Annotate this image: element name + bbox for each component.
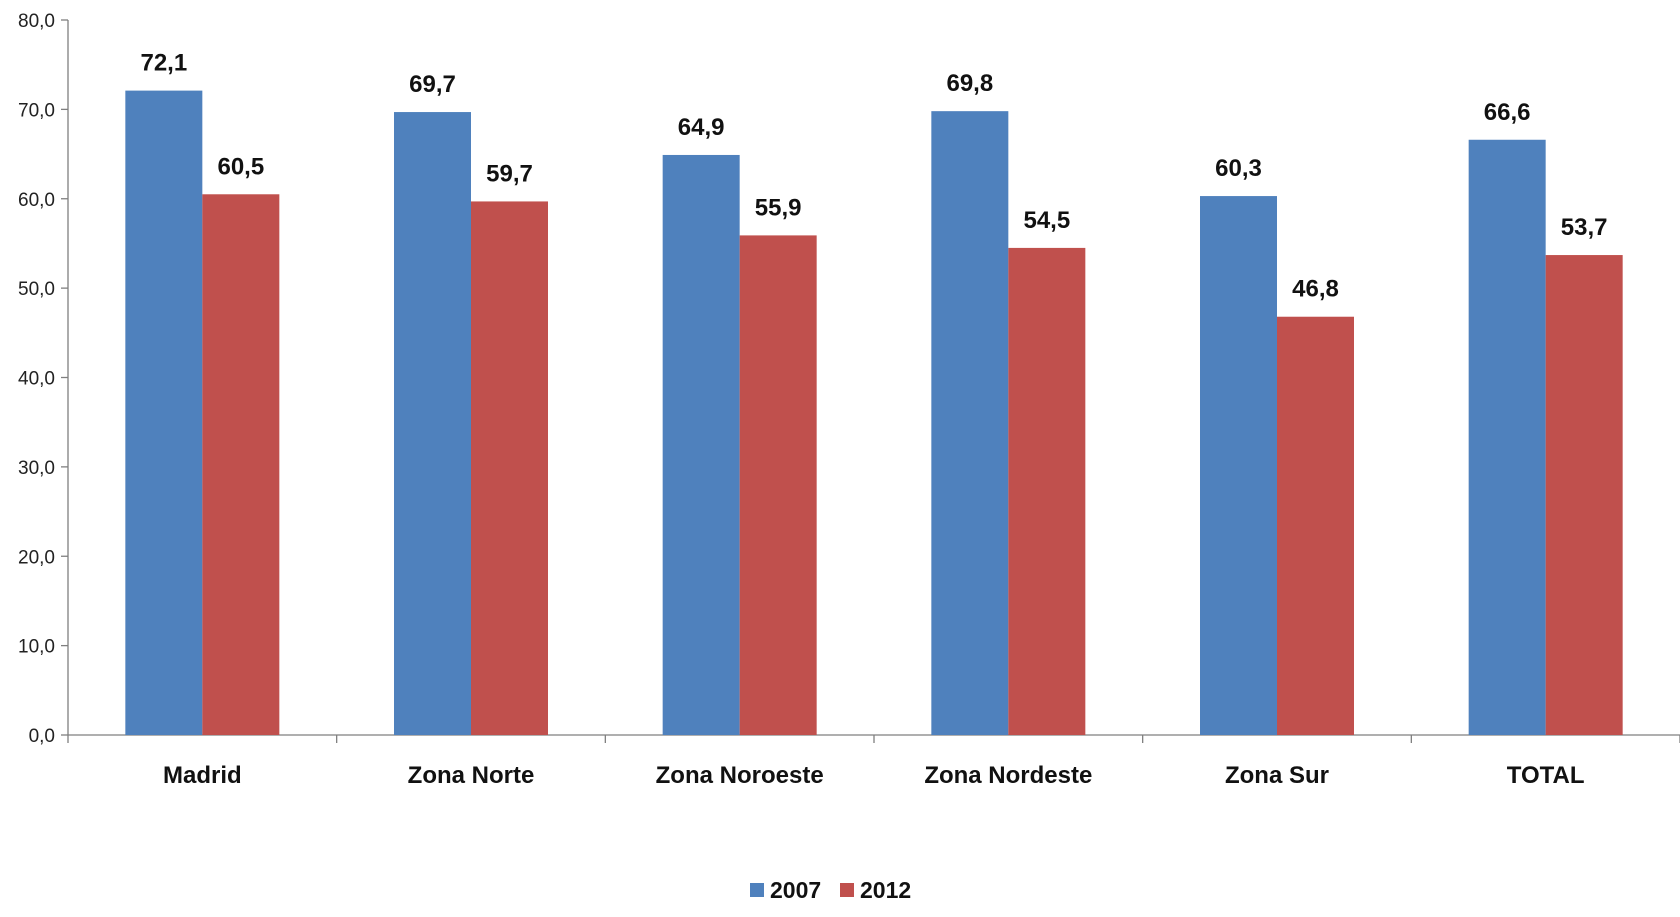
data-label: 72,1 (140, 50, 187, 77)
chart-legend: 2007 2012 (750, 877, 911, 903)
y-tick-label: 30,0 (18, 458, 55, 479)
x-tick-label: Zona Noroeste (656, 762, 824, 789)
data-label: 69,8 (946, 70, 993, 97)
bar-2007 (394, 112, 471, 735)
bar-2007 (1200, 196, 1277, 736)
y-tick-label: 10,0 (18, 637, 55, 658)
data-label: 66,6 (1484, 99, 1531, 126)
x-tick-label: Madrid (163, 762, 242, 789)
data-label: 54,5 (1023, 207, 1070, 234)
legend-label-2012: 2012 (860, 877, 911, 903)
data-label: 55,9 (755, 194, 802, 221)
y-tick-label: 70,0 (18, 100, 55, 121)
legend-swatch-2007 (750, 883, 764, 897)
data-label: 60,3 (1215, 155, 1262, 182)
legend-label-2007: 2007 (770, 877, 821, 903)
y-tick-label: 20,0 (18, 547, 55, 568)
bar-2012 (1545, 255, 1623, 735)
data-label: 46,8 (1292, 276, 1339, 303)
data-label: 59,7 (486, 160, 533, 187)
x-tick-label: TOTAL (1507, 762, 1585, 789)
y-tick-label: 40,0 (18, 369, 55, 390)
chart-bars (125, 90, 1623, 736)
x-tick-label: Zona Norte (408, 762, 535, 789)
y-tick-label: 60,0 (18, 190, 55, 211)
bar-2007 (125, 90, 203, 735)
y-tick-label: 50,0 (18, 279, 55, 300)
chart-data-labels: 72,1 60,5 69,7 59,7 64,9 55,9 69,8 54,5 60,3 46,8… (140, 50, 1607, 303)
bar-2012 (1008, 247, 1086, 735)
y-tick-label: 80,0 (18, 11, 55, 32)
bar-2007 (662, 154, 740, 736)
x-tick-label: Zona Sur (1225, 762, 1329, 789)
bar-2007 (931, 111, 1009, 736)
data-label: 69,7 (409, 71, 456, 98)
bar-2012 (471, 201, 548, 735)
data-label: 60,5 (217, 153, 264, 180)
bar-2012 (202, 194, 280, 735)
bar-2007 (1468, 139, 1546, 735)
data-label: 64,9 (678, 114, 725, 141)
chart-axes: 0,0 10,0 20,0 30,0 40,0 50,0 60,0 70,0 80,0 Madri… (18, 11, 1680, 789)
bar-2012 (739, 235, 817, 736)
legend-swatch-2012 (840, 883, 854, 897)
x-tick-label: Zona Nordeste (924, 762, 1092, 789)
y-tick-label: 0,0 (29, 726, 55, 747)
data-label: 53,7 (1561, 214, 1608, 241)
bar-2012 (1277, 316, 1354, 735)
